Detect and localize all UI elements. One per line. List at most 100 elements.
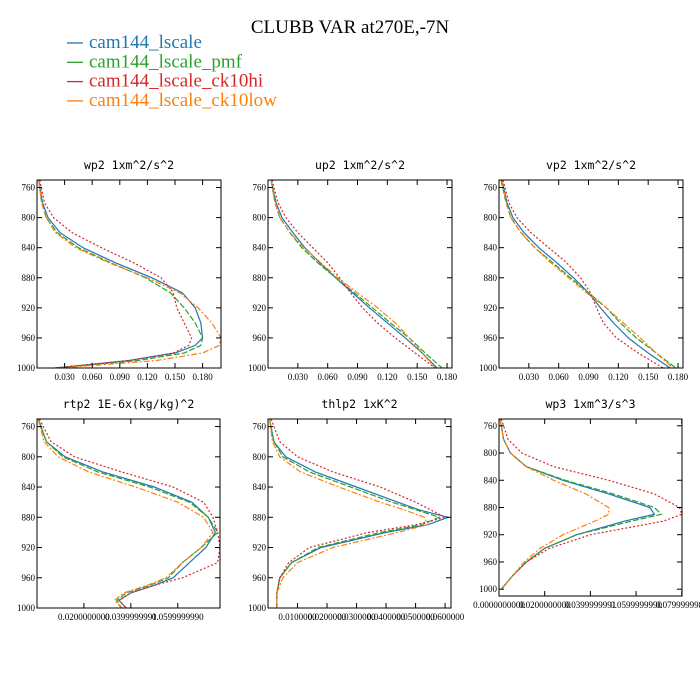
x-tick-label: 0.060 xyxy=(549,372,570,382)
x-tick-label: 0.0599999990 xyxy=(152,612,204,622)
y-tick-label: 800 xyxy=(253,452,267,462)
series-line-cam144_lscale_ck10hi xyxy=(502,180,664,368)
y-tick-label: 960 xyxy=(22,573,36,583)
y-tick-label: 960 xyxy=(484,333,498,343)
panel-3: vp2 1xm^2/s^2 760 800 840 880 920 960 1000 0.030… xyxy=(479,158,689,382)
x-tick-label: 0.0599999990 xyxy=(610,600,662,610)
x-tick-label: 0.0600000 xyxy=(426,612,465,622)
x-tick-label: 0.180 xyxy=(668,372,689,382)
plot-frame xyxy=(36,179,222,369)
x-tick-label: 0.030 xyxy=(288,372,309,382)
y-tick-label: 1000 xyxy=(17,363,36,373)
y-tick-label: 920 xyxy=(22,543,36,553)
panel-title: thlp2 1xK^2 xyxy=(321,397,397,411)
x-tick-label: 0.120 xyxy=(137,372,158,382)
y-tick-label: 760 xyxy=(484,421,498,431)
y-tick-label: 1000 xyxy=(17,603,36,613)
y-tick-label: 760 xyxy=(253,183,267,193)
y-tick-label: 760 xyxy=(484,183,498,193)
y-tick-label: 800 xyxy=(484,213,498,223)
y-tick-label: 760 xyxy=(22,183,36,193)
y-tick-label: 1000 xyxy=(479,363,498,373)
y-tick-label: 800 xyxy=(22,213,36,223)
y-tick-label: 960 xyxy=(253,573,267,583)
series-line-cam144_lscale xyxy=(37,419,216,608)
legend: cam144_lscalecam144_lscale_pmfcam144_lsc… xyxy=(67,32,277,111)
x-tick-label: 0.060 xyxy=(318,372,339,382)
x-tick-label: 0.150 xyxy=(407,372,428,382)
series-line-cam144_lscale xyxy=(270,180,438,368)
series-line-cam144_lscale_pmf xyxy=(270,180,443,368)
x-tick-label: 0.0500000 xyxy=(396,612,435,622)
x-tick-label: 0.150 xyxy=(165,372,186,382)
plot-frame xyxy=(36,418,221,609)
series-line-cam144_lscale_pmf xyxy=(37,419,219,608)
x-tick-label: 0.090 xyxy=(578,372,599,382)
series-line-cam144_lscale_ck10hi xyxy=(500,419,682,590)
series-line-cam144_lscale_ck10hi xyxy=(39,180,193,368)
y-tick-label: 960 xyxy=(253,333,267,343)
x-tick-label: 0.0399999991 xyxy=(565,600,617,610)
series-line-cam144_lscale_ck10low xyxy=(38,180,221,368)
plot-frame xyxy=(498,179,684,369)
y-tick-label: 840 xyxy=(253,482,267,492)
series-line-cam144_lscale_ck10low xyxy=(37,419,214,608)
y-tick-label: 1000 xyxy=(248,363,267,373)
series-line-cam144_lscale xyxy=(38,180,204,368)
y-tick-label: 800 xyxy=(484,448,498,458)
x-tick-label: 0.060 xyxy=(82,372,103,382)
panel-title: wp2 1xm^2/s^2 xyxy=(84,158,174,172)
x-tick-label: 0.0200000 xyxy=(308,612,347,622)
y-tick-label: 880 xyxy=(253,273,267,283)
y-tick-label: 920 xyxy=(22,303,36,313)
y-tick-label: 880 xyxy=(22,273,36,283)
plot-frame xyxy=(267,179,453,369)
x-tick-label: 0.120 xyxy=(608,372,629,382)
series-line-cam144_lscale_ck10low xyxy=(268,419,429,608)
legend-label-cam144_lscale_ck10hi: cam144_lscale_ck10hi xyxy=(89,71,263,92)
x-tick-label: 0.0100000 xyxy=(278,612,317,622)
plot-frame xyxy=(498,418,683,597)
legend-label-cam144_lscale_pmf: cam144_lscale_pmf xyxy=(89,51,243,72)
x-tick-label: 0.0200000000 xyxy=(519,600,571,610)
x-tick-label: 0.0000000000 xyxy=(473,600,525,610)
y-tick-label: 920 xyxy=(484,530,498,540)
y-tick-label: 840 xyxy=(22,482,36,492)
panel-title: up2 1xm^2/s^2 xyxy=(315,158,405,172)
y-tick-label: 840 xyxy=(484,243,498,253)
x-tick-label: 0.0400000 xyxy=(367,612,406,622)
figure-title: CLUBB VAR at270E,-7N xyxy=(251,17,450,38)
x-tick-label: 0.030 xyxy=(54,372,75,382)
y-tick-label: 960 xyxy=(22,333,36,343)
x-tick-label: 0.150 xyxy=(638,372,659,382)
x-tick-label: 0.030 xyxy=(519,372,540,382)
panel-title: vp2 1xm^2/s^2 xyxy=(546,158,636,172)
x-tick-label: 0.0300000 xyxy=(337,612,376,622)
panel-1: wp2 1xm^2/s^2 760 800 840 880 920 960 1000 0.030… xyxy=(17,158,222,382)
y-tick-label: 800 xyxy=(22,452,36,462)
x-tick-label: 0.0200000000 xyxy=(58,612,110,622)
series-line-cam144_lscale_ck10low xyxy=(270,180,436,368)
panel-2: up2 1xm^2/s^2 760 800 840 880 920 960 1000 0.030… xyxy=(248,158,458,382)
y-tick-label: 1000 xyxy=(479,584,498,594)
x-tick-label: 0.180 xyxy=(192,372,213,382)
series-line-cam144_lscale_pmf xyxy=(499,419,663,590)
x-tick-label: 0.0799999980 xyxy=(656,600,700,610)
y-tick-label: 960 xyxy=(484,557,498,567)
y-tick-label: 840 xyxy=(253,243,267,253)
y-tick-label: 800 xyxy=(253,213,267,223)
y-tick-label: 840 xyxy=(484,475,498,485)
y-tick-label: 880 xyxy=(484,503,498,513)
y-tick-label: 840 xyxy=(22,243,36,253)
y-tick-label: 1000 xyxy=(248,603,267,613)
series-line-cam144_lscale xyxy=(268,419,451,608)
x-tick-label: 0.120 xyxy=(377,372,398,382)
series-line-cam144_lscale_pmf xyxy=(500,180,677,368)
panel-title: rtp2 1E-6x(kg/kg)^2 xyxy=(63,397,195,411)
series-line-cam144_lscale_ck10low xyxy=(499,419,610,590)
y-tick-label: 880 xyxy=(22,512,36,522)
x-tick-label: 0.090 xyxy=(347,372,368,382)
x-tick-label: 0.180 xyxy=(437,372,458,382)
y-tick-label: 920 xyxy=(484,303,498,313)
